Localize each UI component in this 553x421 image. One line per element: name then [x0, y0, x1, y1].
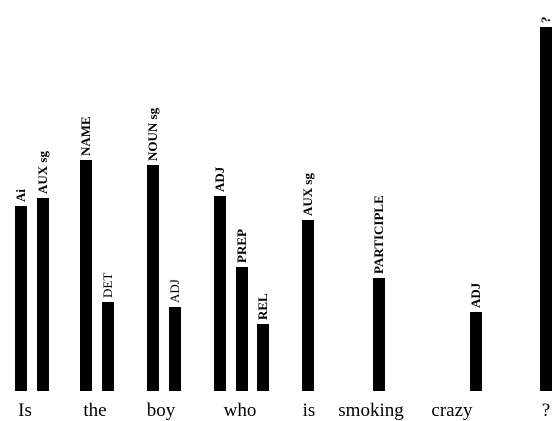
word-label-smoking: smoking: [338, 400, 404, 421]
word-label-crazy: crazy: [431, 400, 473, 421]
bar-who-prep: [236, 267, 248, 391]
bar-is-aux-sg: [302, 220, 314, 391]
word-label-boy: boy: [147, 400, 176, 421]
bar-boy-adj: [169, 307, 181, 391]
word-label-is: is: [303, 400, 316, 421]
word-label-who: who: [224, 400, 257, 421]
bar-label-question-question: ?: [538, 17, 553, 24]
bar-label-is-aux-sg: AUX sg: [300, 173, 315, 216]
bar-label-who-adj: ADJ: [212, 166, 227, 192]
bar-question-question: [540, 27, 552, 391]
bar-label-boy-noun-sg: NOUN sg: [145, 107, 160, 161]
bar-the-name: [80, 160, 92, 391]
bar-label-who-prep: PREP: [234, 229, 249, 263]
bar-label-boy-adj: ADJ: [167, 279, 182, 303]
bar-label-the-name: NAME: [78, 116, 93, 156]
bar-label-is-ai: Ai: [13, 189, 28, 202]
bar-label-crazy-adj: ADJ: [468, 282, 483, 308]
bar-is-aux-sg: [37, 198, 49, 391]
bar-label-who-rel: REL: [255, 293, 270, 320]
bar-who-rel: [257, 324, 269, 391]
bar-crazy-adj: [470, 312, 482, 391]
word-label-is: Is: [18, 400, 32, 421]
word-label-the: the: [83, 400, 106, 421]
bar-who-adj: [214, 196, 226, 391]
bar-label-is-aux-sg: AUX sg: [35, 151, 50, 194]
word-label-question: ?: [542, 400, 550, 421]
bar-label-the-det: DET: [100, 273, 115, 298]
bar-smoking-participle: [373, 278, 385, 391]
bar-label-smoking-participle: PARTICIPLE: [371, 195, 386, 274]
bar-the-det: [102, 302, 114, 391]
bar-boy-noun-sg: [147, 165, 159, 391]
bar-is-ai: [15, 206, 27, 391]
